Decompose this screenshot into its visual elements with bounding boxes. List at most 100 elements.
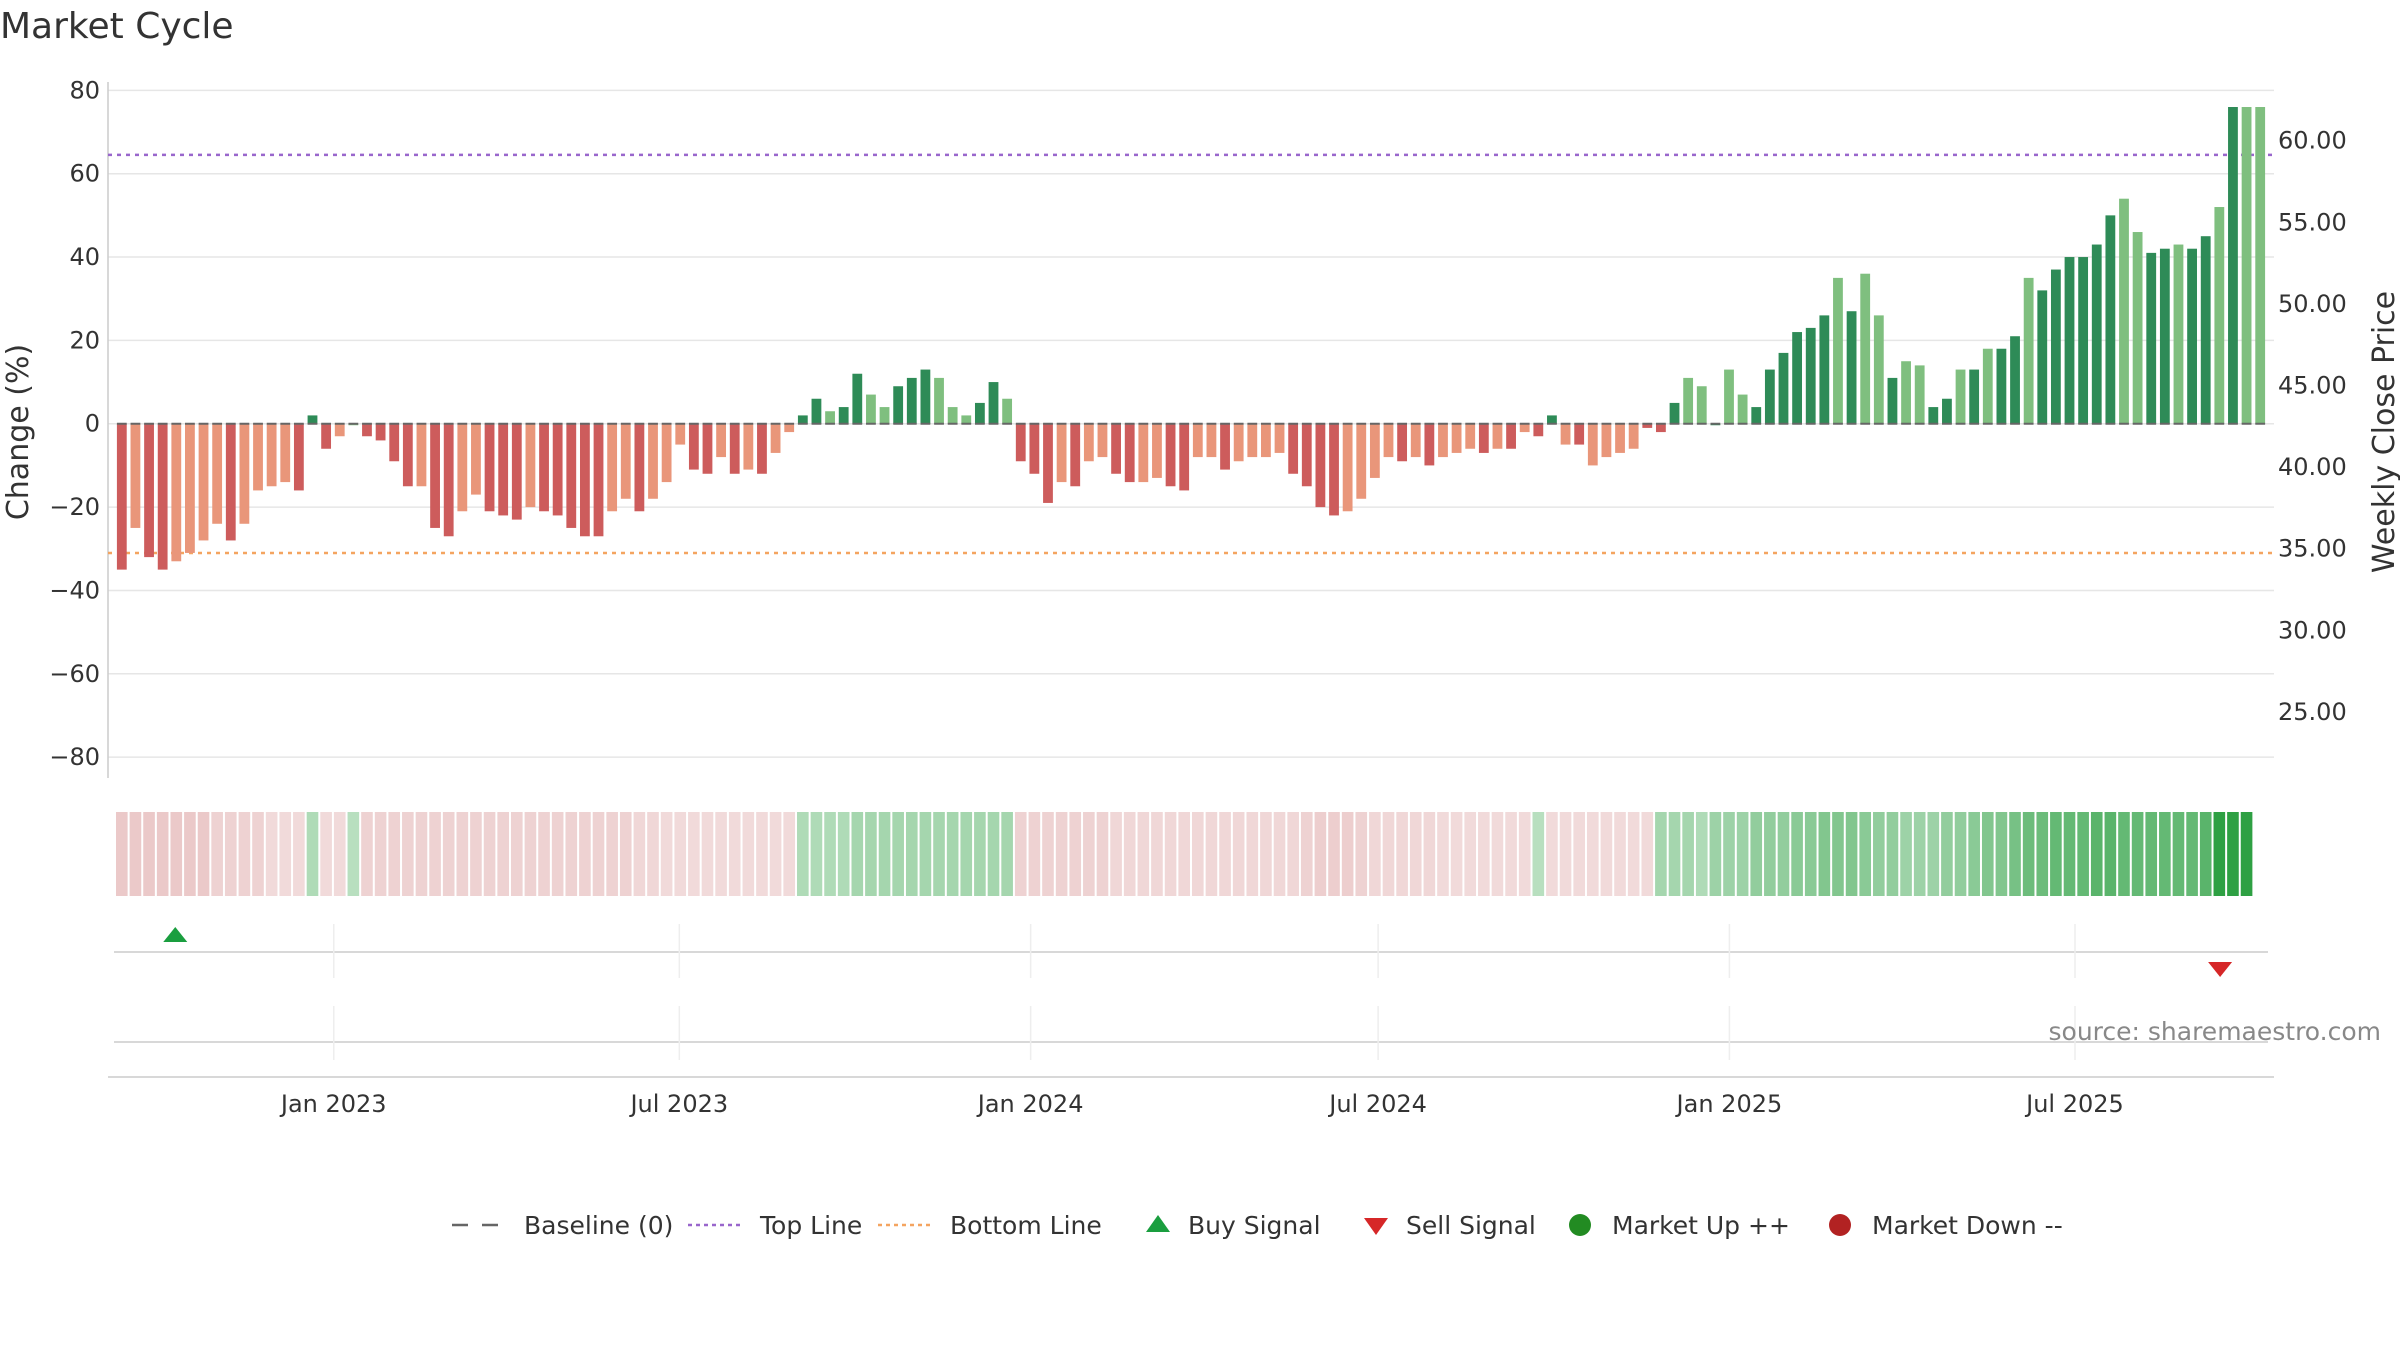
- y2-tick-label: 60.00: [2278, 127, 2347, 155]
- bar: [1914, 365, 1925, 424]
- regime-cell: [170, 812, 183, 896]
- bar: [879, 407, 890, 424]
- bar: [1438, 423, 1448, 458]
- bar: [1424, 423, 1435, 466]
- bar: [2050, 269, 2061, 424]
- bar: [2010, 336, 2020, 424]
- market-down-legend-icon: [1829, 1214, 1851, 1236]
- bar: [2187, 248, 2197, 424]
- x-tick-label: Jan 2023: [279, 1090, 387, 1118]
- regime-cell: [1437, 812, 1449, 896]
- bar: [702, 423, 713, 474]
- regime-cell: [2022, 812, 2035, 896]
- regime-cell: [320, 812, 332, 896]
- bar: [293, 423, 304, 491]
- regime-cell: [1014, 812, 1027, 896]
- bar: [443, 423, 454, 537]
- signals-panel: [114, 924, 2268, 978]
- regime-cell: [892, 812, 904, 896]
- regime-cell: [1369, 812, 1381, 896]
- regime-cell: [1464, 812, 1477, 896]
- legend: Baseline (0) Top Line Bottom Line Buy Signa…: [452, 1211, 2063, 1240]
- bar: [1560, 423, 1571, 445]
- regime-cell: [2199, 812, 2212, 896]
- regime-cell: [1709, 812, 1722, 896]
- bar: [1942, 398, 1952, 424]
- bar: [157, 423, 168, 570]
- bar: [2200, 236, 2211, 424]
- bar: [212, 423, 223, 524]
- bar: [688, 423, 699, 470]
- bar: [1901, 361, 1911, 424]
- legend-label: Market Up ++: [1612, 1211, 1790, 1240]
- bar: [1397, 423, 1408, 462]
- bar: [1506, 423, 1516, 449]
- regime-cell: [1137, 812, 1150, 896]
- bar: [1873, 315, 1884, 424]
- bar: [852, 373, 863, 424]
- bar: [1247, 423, 1258, 458]
- regime-cell: [865, 812, 877, 896]
- bar: [1152, 423, 1162, 478]
- regime-cell: [1668, 812, 1681, 896]
- regime-strip: [116, 812, 2253, 896]
- bar: [1764, 369, 1775, 424]
- regime-cell: [1178, 812, 1190, 896]
- y2-tick-label: 30.00: [2278, 616, 2347, 644]
- regime-cell: [156, 812, 169, 896]
- bar: [1056, 423, 1067, 483]
- bar: [511, 423, 522, 520]
- regime-cell: [2009, 812, 2021, 896]
- regime-cell: [1518, 812, 1531, 896]
- bar: [743, 423, 754, 470]
- regime-cell: [660, 812, 673, 896]
- y-tick-label: 0: [85, 410, 100, 438]
- regime-cell: [1818, 812, 1831, 896]
- regime-cell: [2172, 812, 2185, 896]
- bar: [2241, 107, 2252, 424]
- bar: [239, 423, 250, 524]
- bar: [1261, 423, 1271, 458]
- regime-cell: [2240, 812, 2253, 896]
- bar: [498, 423, 509, 516]
- bar: [593, 423, 604, 537]
- bar: [1628, 423, 1639, 449]
- regime-cell: [933, 812, 945, 896]
- legend-label: Bottom Line: [950, 1211, 1102, 1240]
- bar: [961, 415, 972, 424]
- regime-cell: [1723, 812, 1735, 896]
- regime-cell: [347, 812, 360, 896]
- bar: [1492, 423, 1503, 449]
- source-panel: [108, 1006, 2274, 1078]
- legend-item: Top Line: [688, 1211, 862, 1240]
- regime-cell: [2131, 812, 2144, 896]
- bar: [1519, 423, 1530, 433]
- regime-cell: [688, 812, 700, 896]
- bar: [1070, 423, 1081, 487]
- regime-cell: [769, 812, 782, 896]
- regime-cell: [1450, 812, 1463, 896]
- y-tick-label: 80: [69, 76, 100, 104]
- bar: [757, 423, 767, 474]
- bar: [253, 423, 263, 491]
- bar: [825, 411, 835, 424]
- y-tick-label: −80: [49, 743, 100, 771]
- regime-cell: [1913, 812, 1926, 896]
- bar: [307, 415, 318, 424]
- regime-cell: [1396, 812, 1408, 896]
- regime-cell: [1083, 812, 1095, 896]
- y-tick-label: −40: [49, 576, 100, 604]
- regime-cell: [1151, 812, 1163, 896]
- y2-tick-label: 35.00: [2278, 535, 2347, 563]
- regime-cell: [2077, 812, 2089, 896]
- bar: [1574, 423, 1585, 445]
- regime-cell: [1586, 812, 1599, 896]
- bar: [1342, 423, 1353, 512]
- bar: [362, 423, 372, 437]
- regime-cell: [279, 812, 292, 896]
- bar: [1683, 377, 1694, 424]
- regime-cell: [1886, 812, 1899, 896]
- regime-cell: [2090, 812, 2103, 896]
- regime-cell: [756, 812, 768, 896]
- bar: [1642, 423, 1653, 428]
